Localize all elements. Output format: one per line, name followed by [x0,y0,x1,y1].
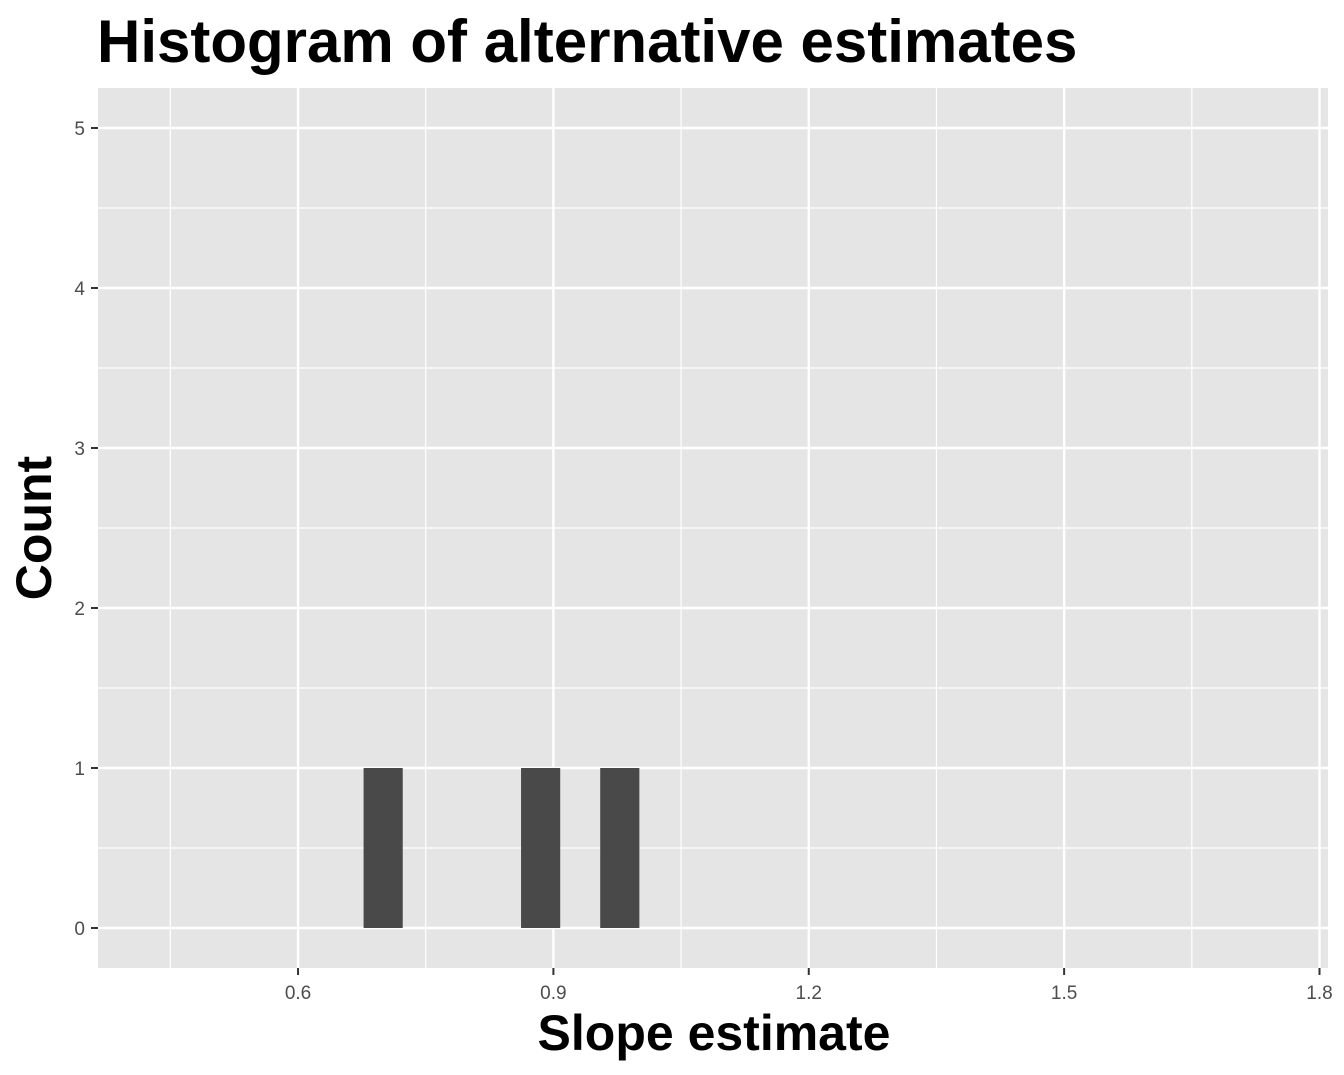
major-gridlines [98,88,1328,968]
chart-title: Histogram of alternative estimates [97,8,1077,75]
x-axis-title: Slope estimate [538,1005,891,1061]
y-tick-label: 4 [74,279,85,300]
x-tick-label: 1.2 [796,983,822,1004]
y-axis: 0 1 2 3 4 5 [74,119,98,940]
x-tick-label: 1.5 [1051,983,1077,1004]
x-tick-label: 0.6 [285,983,311,1004]
y-tick-label: 0 [74,919,85,940]
histogram-bars [363,768,640,928]
x-tick-label: 0.9 [540,983,566,1004]
histogram-bar [363,768,403,928]
y-tick-label: 3 [74,439,85,460]
y-tick-label: 2 [74,599,85,620]
histogram-bar [521,768,561,928]
minor-gridlines [98,88,1328,968]
y-tick-label: 1 [74,759,85,780]
histogram-bar [600,768,640,928]
x-axis: 0.6 0.9 1.2 1.5 1.8 [285,968,1333,1004]
x-tick-label: 1.8 [1306,983,1332,1004]
y-tick-label: 5 [74,119,85,140]
y-axis-title: Count [6,455,62,600]
